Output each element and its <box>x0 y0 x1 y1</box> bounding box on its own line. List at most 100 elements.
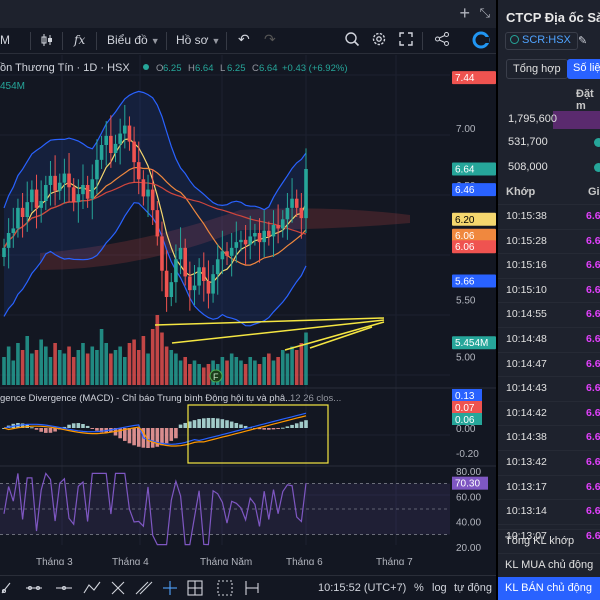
volume-bar <box>53 343 57 385</box>
time-tick-label: Tháng Năm <box>200 557 252 565</box>
time-tick-label: Tháng 3 <box>36 557 73 565</box>
rsi-tick-label: 40.00 <box>456 518 481 529</box>
macd-histogram-bar <box>299 421 304 428</box>
price-badge-label: 6.20 <box>455 215 475 226</box>
chart-toolbar: M fx Biểu đồ ▼ Hồ sơ ▼ ↶ ↷ <box>0 28 496 54</box>
candle-body <box>71 187 76 203</box>
trade-price: 6.6 <box>586 234 600 247</box>
volume-bar <box>225 360 229 385</box>
symbol-button[interactable]: SCR:HSX <box>505 32 578 50</box>
volume-bar <box>192 360 197 385</box>
candle-body <box>174 259 178 283</box>
candle-body <box>280 219 285 229</box>
summary-sell-volume[interactable]: KL BÁN chủ động <box>498 577 600 600</box>
trade-row: 10:14:48 6.6 <box>498 327 600 350</box>
price-badge-label: 6.06 <box>455 231 475 242</box>
order-bar <box>553 111 600 129</box>
collapse-icon[interactable]: ⤡ <box>479 5 490 20</box>
candle-body <box>304 169 308 219</box>
interval-button[interactable]: M <box>0 33 10 47</box>
ichimoku-cloud <box>40 208 410 270</box>
trade-price: 6.6 <box>586 210 600 222</box>
volume-bar <box>30 353 34 385</box>
volume-bar <box>206 364 211 385</box>
tab-summary[interactable]: Tổng hợp <box>506 59 568 79</box>
tab-data[interactable]: Số liệu <box>567 59 600 79</box>
macd-histogram-bar <box>192 420 197 428</box>
ma-slow-line <box>3 181 307 249</box>
rsi-line <box>3 472 307 546</box>
app-logo-icon[interactable] <box>472 31 490 52</box>
pencil-icon[interactable]: ✎ <box>578 35 588 47</box>
time-tick-label: Tháng 4 <box>112 557 149 565</box>
trade-time: 10:14:42 <box>506 406 547 419</box>
annotation-line <box>284 321 385 351</box>
volume-bar <box>67 346 71 385</box>
trade-price: 6.6 <box>586 406 600 419</box>
status-dot <box>594 138 600 147</box>
trade-time: 10:14:38 <box>506 431 547 444</box>
rsi-badge <box>452 476 488 490</box>
macd-histogram-bar <box>243 425 248 428</box>
indicators-button[interactable]: fx <box>74 33 86 47</box>
log-scale-toggle[interactable]: log <box>432 582 447 594</box>
trade-price: 6.6 <box>586 357 600 370</box>
price-badge-label: 7.44 <box>455 73 475 84</box>
volume-bar <box>146 353 150 385</box>
trade-time: 10:14:55 <box>506 308 547 321</box>
bollinger-lower-line <box>3 202 307 327</box>
trade-price: 6.6 <box>586 456 600 468</box>
candle-body <box>201 267 206 281</box>
volume-bar <box>39 339 43 385</box>
macd-histogram-bar <box>81 424 85 428</box>
add-tab-icon[interactable]: + <box>459 3 470 23</box>
macd-histogram-bar <box>234 422 239 428</box>
volume-bar <box>62 353 67 385</box>
trade-time: 10:15:28 <box>506 234 547 247</box>
macd-histogram-bar <box>290 424 294 428</box>
profile-dropdown[interactable]: Hồ sơ ▼ <box>176 33 220 47</box>
price-badge-label: 5.66 <box>455 277 475 288</box>
share-icon[interactable] <box>434 31 450 50</box>
ma-fast-line <box>3 138 307 283</box>
macd-badge-label: 0.07 <box>455 403 475 414</box>
trade-row: 10:13:17 6.6 <box>498 474 600 498</box>
candlestick-type-icon[interactable] <box>40 33 54 50</box>
price-badge <box>452 183 496 197</box>
volume-bar <box>169 350 174 385</box>
macd-histogram-bar <box>76 423 81 428</box>
gear-icon[interactable] <box>371 31 387 50</box>
price-badge-label: 6.64 <box>455 165 475 176</box>
auto-scale-toggle[interactable]: tự động <box>454 582 492 594</box>
chart-type-dropdown[interactable]: Biểu đồ ▼ <box>107 33 160 47</box>
order-header: Đặt m <box>576 88 594 112</box>
rsi-tick-label: 80.00 <box>456 467 481 478</box>
fullscreen-icon[interactable] <box>398 31 414 50</box>
macd-histogram-bar <box>44 428 48 433</box>
price-badge <box>452 212 496 226</box>
redo-icon[interactable]: ↷ <box>264 31 276 47</box>
drawing-tools[interactable] <box>0 577 300 599</box>
zoom-search-icon[interactable] <box>344 31 360 50</box>
macd-histogram-bar <box>150 428 155 448</box>
volume-bar <box>248 357 253 385</box>
volume-bar <box>276 357 280 385</box>
toolbar-divider <box>62 32 63 50</box>
macd-histogram-bar <box>155 428 160 447</box>
macd-histogram-bar <box>146 428 150 448</box>
rsi-tick-label: 20.00 <box>456 543 481 554</box>
candle-body <box>6 233 11 248</box>
undo-icon[interactable]: ↶ <box>238 31 250 47</box>
ohlc-value: 6.64 <box>195 63 214 74</box>
volume-bar <box>294 350 299 385</box>
percent-scale-toggle[interactable]: % <box>414 582 424 594</box>
chevron-down-icon: ▼ <box>150 36 160 46</box>
profile-label: Hồ sơ <box>176 33 209 47</box>
price-badge-label: 5.454M <box>455 338 488 349</box>
price-badge-label: 6.06 <box>455 242 475 253</box>
volume-bar <box>85 353 90 385</box>
macd-histogram-bar <box>118 428 122 439</box>
trade-price: 6.6 <box>586 283 600 296</box>
macd-tick-label: -0.20 <box>456 449 479 460</box>
